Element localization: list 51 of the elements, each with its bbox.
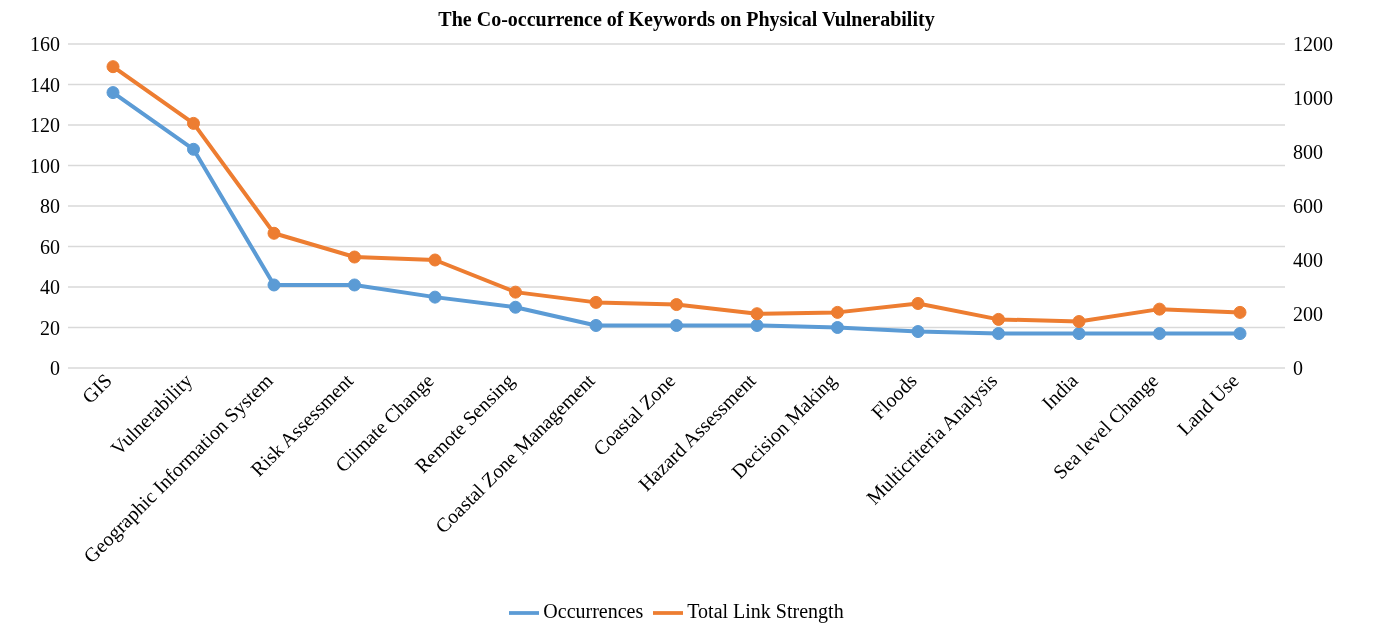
y-tick-label: 80 xyxy=(40,195,60,218)
y2-tick-label: 200 xyxy=(1293,303,1323,326)
point xyxy=(1072,315,1086,329)
y2-tick-label: 800 xyxy=(1293,141,1323,164)
point xyxy=(589,295,603,309)
point xyxy=(1233,305,1247,319)
point xyxy=(348,278,361,292)
legend-label: Total Link Strength xyxy=(687,599,844,622)
point xyxy=(428,253,442,267)
y-tick-label: 140 xyxy=(30,73,60,96)
point xyxy=(992,327,1005,341)
point xyxy=(187,116,200,130)
y-tick-label: 0 xyxy=(50,357,60,380)
y-tick-label: 40 xyxy=(40,276,60,299)
point xyxy=(106,86,120,100)
legend-label: Occurrences xyxy=(543,599,644,622)
y-tick-label: 100 xyxy=(30,154,60,177)
point xyxy=(348,250,361,264)
point xyxy=(750,307,764,321)
y-tick-label: 120 xyxy=(30,114,60,137)
point xyxy=(1072,327,1086,341)
point xyxy=(1153,327,1166,341)
point xyxy=(831,305,844,319)
point xyxy=(992,312,1005,326)
point xyxy=(670,298,683,312)
point xyxy=(1233,327,1247,341)
point xyxy=(509,300,522,314)
point xyxy=(267,278,281,292)
y2-tick-label: 600 xyxy=(1293,195,1323,218)
x-tick-label: India xyxy=(1037,369,1082,414)
point xyxy=(106,60,120,74)
y-tick-label: 160 xyxy=(30,33,60,56)
point xyxy=(670,318,683,332)
point xyxy=(428,290,442,304)
point xyxy=(1153,302,1166,316)
point xyxy=(911,325,925,339)
point xyxy=(187,142,200,156)
y-tick-label: 20 xyxy=(40,316,60,339)
x-tick-label: GIS xyxy=(77,369,116,408)
y2-tick-label: 400 xyxy=(1293,249,1323,272)
y2-tick-label: 1000 xyxy=(1293,87,1333,110)
point xyxy=(509,285,522,299)
point xyxy=(911,296,925,310)
y2-tick-label: 1200 xyxy=(1293,33,1333,56)
y2-tick-label: 0 xyxy=(1293,357,1303,380)
point xyxy=(831,321,844,334)
chart-title: The Co-occurrence of Keywords on Physical Vulnerability xyxy=(437,8,936,33)
point xyxy=(589,318,603,332)
point xyxy=(267,226,281,240)
point xyxy=(750,318,764,332)
y-tick-label: 60 xyxy=(40,235,60,258)
